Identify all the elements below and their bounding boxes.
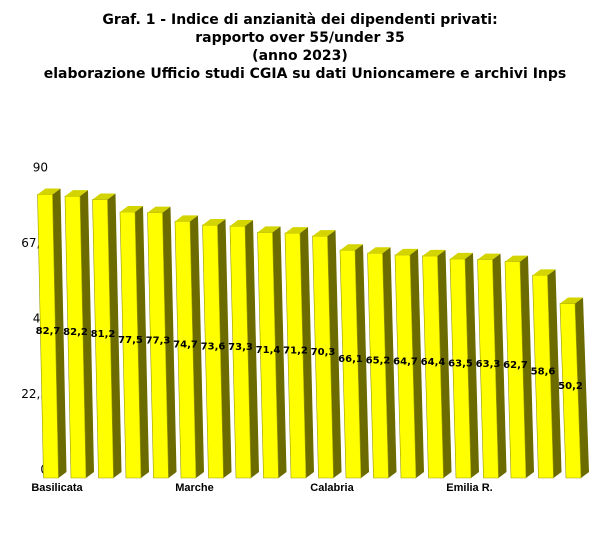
bar-side <box>520 255 534 478</box>
value-label: 74,7 <box>173 340 198 351</box>
x-tick-label: Emilia R. <box>446 482 492 494</box>
chart-title: elaborazione Ufficio studi CGIA su dati … <box>44 66 567 82</box>
bar-side <box>437 249 452 478</box>
value-label: 66,1 <box>338 354 363 365</box>
value-label: 63,3 <box>476 359 501 370</box>
bar-top <box>120 205 143 212</box>
bar-side <box>300 227 314 478</box>
bar-side <box>107 193 122 479</box>
bar-top <box>37 188 61 195</box>
value-label: 77,3 <box>146 335 171 346</box>
value-label: 73,6 <box>201 342 226 353</box>
bar-side <box>162 206 177 479</box>
bar-top <box>257 226 281 233</box>
bar-top <box>285 227 308 234</box>
value-label: 71,2 <box>283 346 308 357</box>
bar-top <box>422 249 446 256</box>
bar-side <box>355 244 369 478</box>
x-tick-label: Basilicata <box>31 482 83 494</box>
value-label: 73,3 <box>228 342 253 353</box>
chart-title: rapporto over 55/under 35 <box>195 30 404 46</box>
value-label: 71,4 <box>256 345 281 356</box>
value-label: 81,2 <box>91 329 116 340</box>
bar-side <box>80 190 94 478</box>
bar-top <box>230 220 253 227</box>
bar-side <box>382 247 397 478</box>
bar-side <box>410 248 424 478</box>
value-label: 50,2 <box>558 381 583 392</box>
bar-side <box>465 252 479 478</box>
bar-top <box>147 206 171 213</box>
chart-title: (anno 2023) <box>252 48 348 64</box>
bar-top <box>532 269 556 276</box>
x-tick-label: Calabria <box>310 482 354 494</box>
value-label: 58,6 <box>531 367 556 378</box>
bar-side <box>135 205 149 478</box>
value-label: 64,7 <box>393 356 418 367</box>
bar-top <box>450 252 473 259</box>
value-label: 65,2 <box>366 356 391 367</box>
bar-top <box>92 193 116 200</box>
bar-side <box>217 219 232 478</box>
bar-top <box>202 219 226 226</box>
x-tick-label: Marche <box>175 482 214 494</box>
bar-top <box>65 190 88 197</box>
value-label: 77,5 <box>118 335 143 346</box>
bar-side <box>327 230 342 478</box>
y-tick-label: 90 <box>33 161 48 175</box>
bar-top <box>395 248 418 255</box>
bar-top <box>340 244 363 251</box>
bar-top <box>505 255 528 262</box>
y-tick-label: 22,5 <box>21 387 48 401</box>
bar-side <box>272 226 287 478</box>
value-label: 82,7 <box>36 326 61 337</box>
bar-side <box>492 253 507 478</box>
chart-title: Graf. 1 - Indice di anzianità dei dipend… <box>102 12 497 28</box>
value-label: 82,2 <box>63 327 88 338</box>
value-label: 64,4 <box>421 357 446 368</box>
bar-side <box>547 269 562 478</box>
bar-top <box>560 297 583 304</box>
bar-side <box>190 215 204 478</box>
value-label: 70,3 <box>311 347 336 358</box>
bar-top <box>367 247 391 254</box>
bar-side <box>52 188 67 479</box>
bar-side <box>245 220 259 478</box>
bar-top <box>312 230 336 237</box>
value-label: 63,5 <box>448 358 473 369</box>
bar-top <box>175 215 198 222</box>
bar-side <box>575 297 589 478</box>
bar-top <box>477 253 501 260</box>
value-label: 62,7 <box>503 360 528 371</box>
